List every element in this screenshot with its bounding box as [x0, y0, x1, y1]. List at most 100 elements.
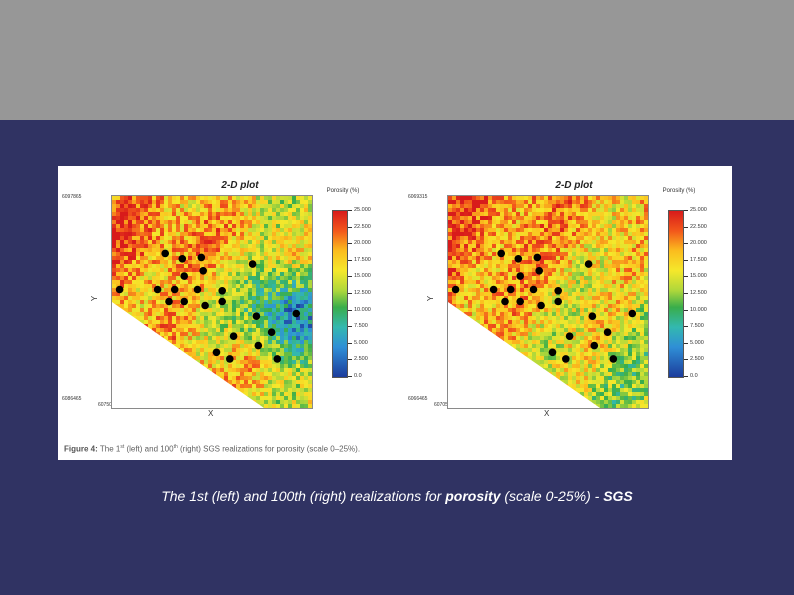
porosity-cell [500, 272, 504, 276]
porosity-cell [208, 316, 212, 320]
porosity-cell [120, 232, 124, 236]
porosity-cell [272, 204, 276, 208]
porosity-cell [260, 368, 264, 372]
porosity-cell [488, 200, 492, 204]
porosity-cell [612, 344, 616, 348]
porosity-cell [180, 336, 184, 340]
porosity-cell [124, 264, 128, 268]
porosity-cell [152, 264, 156, 268]
porosity-cell [212, 336, 216, 340]
porosity-cell [484, 288, 488, 292]
porosity-cell [612, 220, 616, 224]
porosity-cell [596, 216, 600, 220]
porosity-cell [200, 328, 204, 332]
porosity-cell [512, 320, 516, 324]
porosity-cell [116, 216, 120, 220]
porosity-cell [292, 200, 296, 204]
porosity-cell [276, 388, 280, 392]
porosity-cell [480, 300, 484, 304]
porosity-cell [532, 292, 536, 296]
porosity-cell [544, 312, 548, 316]
porosity-cell [496, 256, 500, 260]
porosity-cell [588, 364, 592, 368]
porosity-cell [568, 360, 572, 364]
porosity-cell [636, 216, 640, 220]
porosity-cell [284, 228, 288, 232]
porosity-cell [520, 204, 524, 208]
porosity-cell [456, 244, 460, 248]
porosity-cell [568, 244, 572, 248]
porosity-cell [644, 352, 648, 356]
porosity-cell [296, 256, 300, 260]
porosity-cell [508, 300, 512, 304]
porosity-cell [288, 288, 292, 292]
porosity-cell [568, 320, 572, 324]
porosity-cell [268, 264, 272, 268]
porosity-cell [628, 224, 632, 228]
porosity-cell [448, 252, 452, 256]
porosity-cell [300, 240, 304, 244]
porosity-cell [524, 300, 528, 304]
porosity-cell [256, 252, 260, 256]
porosity-cell [620, 308, 624, 312]
porosity-cell [272, 364, 276, 368]
porosity-cell [564, 312, 568, 316]
porosity-cell [264, 288, 268, 292]
porosity-cell [568, 284, 572, 288]
porosity-cell [264, 252, 268, 256]
porosity-cell [268, 356, 272, 360]
porosity-cell [292, 232, 296, 236]
porosity-cell [476, 300, 480, 304]
porosity-cell [608, 364, 612, 368]
porosity-cell [576, 240, 580, 244]
porosity-cell [504, 224, 508, 228]
porosity-cell [200, 288, 204, 292]
porosity-cell [624, 280, 628, 284]
porosity-cell [212, 256, 216, 260]
porosity-cell [292, 352, 296, 356]
porosity-cell [536, 208, 540, 212]
porosity-cell [524, 284, 528, 288]
porosity-cell [632, 308, 636, 312]
porosity-cell [448, 276, 452, 280]
porosity-cell [548, 264, 552, 268]
porosity-cell [296, 280, 300, 284]
porosity-cell [568, 264, 572, 268]
porosity-cell [588, 248, 592, 252]
legend-tickmark [348, 276, 352, 278]
porosity-cell [492, 204, 496, 208]
porosity-cell [472, 268, 476, 272]
porosity-cell [276, 308, 280, 312]
porosity-cell [632, 340, 636, 344]
porosity-cell [524, 304, 528, 308]
well-marker [170, 285, 179, 294]
porosity-cell [208, 232, 212, 236]
porosity-cell [472, 272, 476, 276]
porosity-cell [140, 276, 144, 280]
porosity-cell [128, 288, 132, 292]
porosity-cell [120, 224, 124, 228]
porosity-cell [160, 292, 164, 296]
porosity-cell [172, 224, 176, 228]
porosity-cell [136, 228, 140, 232]
porosity-cell [256, 276, 260, 280]
porosity-cell [568, 260, 572, 264]
porosity-cell [512, 304, 516, 308]
porosity-cell [544, 320, 548, 324]
porosity-cell [520, 284, 524, 288]
porosity-cell [164, 204, 168, 208]
porosity-cell [464, 220, 468, 224]
porosity-cell [568, 304, 572, 308]
porosity-cell [164, 292, 168, 296]
porosity-cell [264, 360, 268, 364]
porosity-cell [248, 288, 252, 292]
porosity-cell [628, 328, 632, 332]
porosity-cell [176, 308, 180, 312]
porosity-cell [160, 224, 164, 228]
porosity-cell [616, 308, 620, 312]
porosity-cell [512, 240, 516, 244]
porosity-cell [588, 240, 592, 244]
porosity-cell [144, 320, 148, 324]
porosity-cell [532, 344, 536, 348]
porosity-cell [116, 208, 120, 212]
